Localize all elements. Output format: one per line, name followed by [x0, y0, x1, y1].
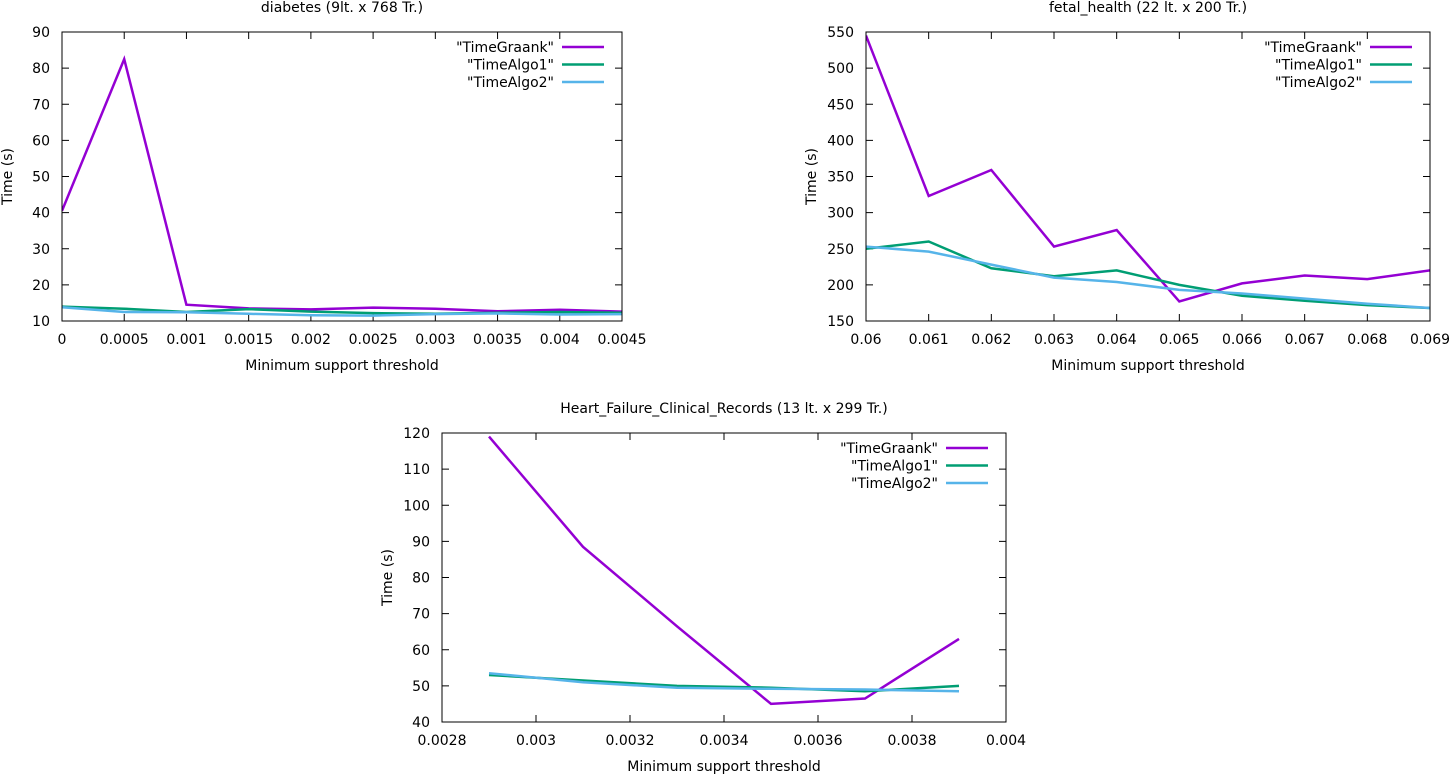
chart-title: diabetes (9lt. x 768 Tr.)	[261, 0, 423, 16]
x-tick-label: 0.0032	[606, 733, 655, 749]
series-line-2	[62, 305, 622, 316]
x-tick-label: 0.0028	[418, 733, 467, 749]
x-tick-label: 0.065	[1159, 332, 1199, 348]
legend-label: "TimeAlgo2"	[467, 75, 554, 91]
x-tick-label: 0.004	[986, 733, 1026, 749]
chart-title: fetal_health (22 lt. x 200 Tr.)	[1049, 0, 1247, 16]
x-tick-label: 0.002	[291, 332, 331, 348]
y-tick-label: 10	[32, 314, 50, 330]
y-tick-label: 550	[827, 25, 854, 41]
y-tick-label: 400	[827, 133, 854, 149]
y-tick-label: 450	[827, 97, 854, 113]
x-tick-label: 0.062	[971, 332, 1011, 348]
y-axis-label: Time (s)	[0, 148, 16, 206]
legend-label: "TimeAlgo1"	[467, 58, 554, 74]
y-axis-label: Time (s)	[804, 148, 820, 206]
x-tick-label: 0.06	[850, 332, 881, 348]
series-line-3	[866, 245, 1430, 310]
plot-frame	[61, 31, 623, 322]
legend-label: "TimeAlgo2"	[1275, 75, 1362, 91]
legend-label: "TimeAlgo1"	[1275, 58, 1362, 74]
chart-2: fetal_health (22 lt. x 200 Tr.) 0.06 0.061…	[804, 0, 1450, 374]
y-tick-label: 100	[403, 498, 430, 514]
plot-frame	[441, 432, 1007, 723]
x-tick-label: 0.0025	[349, 332, 398, 348]
chart-title: Heart_Failure_Clinical_Records (13 lt. x…	[560, 401, 887, 417]
x-tick-label: 0.0005	[100, 332, 149, 348]
x-tick-label: 0.0038	[888, 733, 937, 749]
x-tick-label: 0.0035	[473, 332, 522, 348]
y-tick-label: 350	[827, 170, 854, 186]
y-axis-label: Time (s)	[380, 549, 396, 607]
y-tick-label: 90	[412, 534, 430, 550]
plot-frame	[865, 31, 1431, 322]
x-tick-label: 0.004	[540, 332, 580, 348]
legend-label: "TimeGraank"	[456, 40, 554, 56]
y-tick-label: 60	[412, 643, 430, 659]
x-axis-label: Minimum support threshold	[627, 759, 820, 774]
legend-label: "TimeGraank"	[1264, 40, 1362, 56]
legend-label: "TimeGraank"	[840, 441, 938, 457]
legend-label: "TimeAlgo1"	[851, 459, 938, 475]
x-axis-label: Minimum support threshold	[245, 358, 438, 374]
y-tick-label: 120	[403, 426, 430, 442]
x-tick-label: 0.066	[1222, 332, 1262, 348]
y-tick-label: 150	[827, 314, 854, 330]
x-tick-label: 0.068	[1347, 332, 1387, 348]
y-tick-label: 20	[32, 278, 50, 294]
x-tick-label: 0.063	[1034, 332, 1074, 348]
y-tick-label: 50	[32, 170, 50, 186]
y-tick-label: 60	[32, 133, 50, 149]
y-tick-label: 110	[403, 462, 430, 478]
x-tick-label: 0.001	[166, 332, 206, 348]
x-tick-label: 0.061	[909, 332, 949, 348]
series-line-1	[866, 35, 1430, 303]
y-tick-label: 70	[412, 607, 430, 623]
series-line-1	[62, 55, 622, 313]
x-tick-label: 0.069	[1410, 332, 1450, 348]
y-tick-label: 200	[827, 278, 854, 294]
chart-1: diabetes (9lt. x 768 Tr.) 0 0.0005 0.001 0.0…	[0, 0, 647, 374]
y-tick-label: 40	[32, 206, 50, 222]
y-tick-label: 80	[32, 61, 50, 77]
x-axis-label: Minimum support threshold	[1051, 358, 1244, 374]
y-tick-label: 90	[32, 25, 50, 41]
legend-label: "TimeAlgo2"	[851, 476, 938, 492]
x-tick-label: 0.064	[1097, 332, 1137, 348]
y-tick-label: 500	[827, 61, 854, 77]
y-tick-label: 70	[32, 97, 50, 113]
series-line-3	[488, 671, 960, 693]
x-tick-label: 0.0036	[794, 733, 843, 749]
x-tick-label: 0.0045	[598, 332, 647, 348]
y-tick-label: 50	[412, 679, 430, 695]
y-tick-label: 80	[412, 571, 430, 587]
x-tick-label: 0.067	[1285, 332, 1325, 348]
y-tick-label: 300	[827, 206, 854, 222]
series-line-2	[866, 240, 1430, 310]
x-tick-label: 0.003	[415, 332, 455, 348]
y-tick-label: 250	[827, 242, 854, 258]
y-tick-label: 40	[412, 715, 430, 731]
series-line-3	[62, 306, 622, 317]
chart-3: Heart_Failure_Clinical_Records (13 lt. x…	[380, 401, 1026, 774]
y-tick-label: 30	[32, 242, 50, 258]
x-tick-label: 0.0034	[700, 733, 749, 749]
x-tick-label: 0.003	[516, 733, 556, 749]
x-tick-label: 0.0015	[224, 332, 273, 348]
x-tick-label: 0	[58, 332, 67, 348]
